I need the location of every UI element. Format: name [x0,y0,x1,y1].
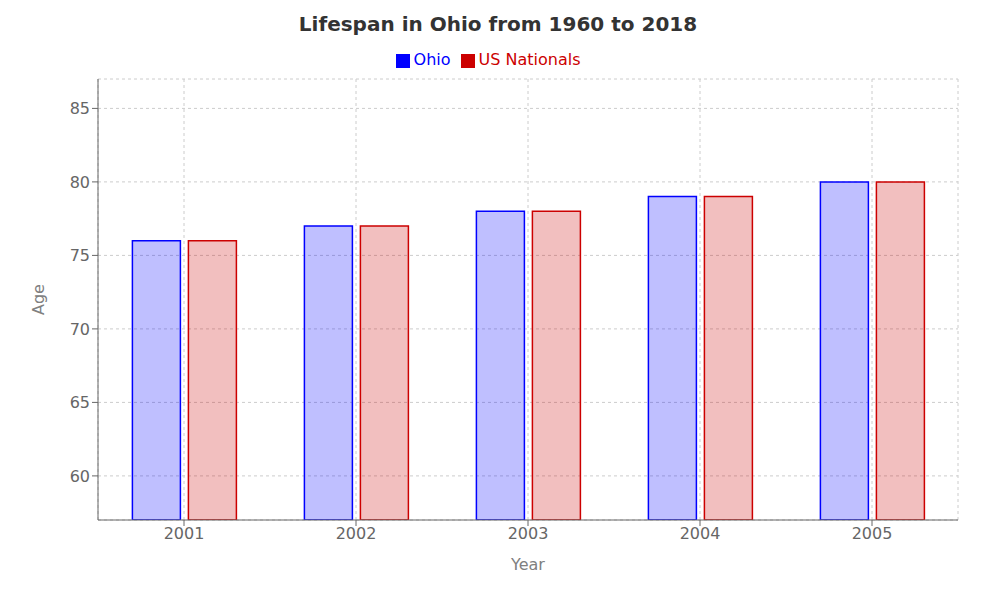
svg-text:70: 70 [70,320,90,339]
svg-text:75: 75 [70,246,90,265]
svg-text:65: 65 [70,393,90,412]
svg-text:80: 80 [70,173,90,192]
svg-text:85: 85 [70,99,90,118]
svg-text:2005: 2005 [852,524,893,543]
svg-text:Age: Age [29,284,48,315]
svg-text:60: 60 [70,467,90,486]
html-text:US Nationals: US Nationals [478,50,581,69]
svg-text:Year: Year [510,555,545,574]
svg-text:2004: 2004 [680,524,721,543]
svg-text:2003: 2003 [508,524,549,543]
svg-text:2002: 2002 [336,524,377,543]
svg-text:2001: 2001 [164,524,205,543]
html-text:Lifespan in Ohio from 1960 to: Lifespan in Ohio from 1960 to 2018 [298,12,698,36]
html-text:Ohio: Ohio [413,50,451,69]
